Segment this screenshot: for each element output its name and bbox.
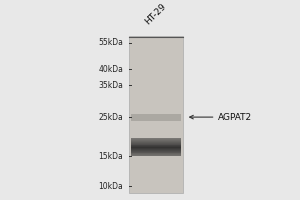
Bar (131, 152, 181, 153)
Bar (131, 149, 181, 150)
Text: 40kDa: 40kDa (98, 65, 123, 74)
Bar (131, 150, 181, 151)
Bar (131, 151, 181, 152)
Text: AGPAT2: AGPAT2 (190, 113, 253, 122)
Bar (131, 155, 181, 156)
Bar (131, 154, 181, 155)
Bar (131, 145, 181, 146)
Text: 25kDa: 25kDa (98, 113, 123, 122)
Text: 35kDa: 35kDa (98, 81, 123, 90)
Bar (131, 114, 181, 121)
Text: 10kDa: 10kDa (98, 182, 123, 191)
Bar (131, 144, 181, 145)
Bar (131, 139, 181, 140)
Text: HT-29: HT-29 (144, 2, 168, 27)
Bar (131, 140, 181, 141)
Bar (131, 148, 181, 149)
Bar (131, 143, 181, 144)
Bar (131, 138, 181, 139)
Bar (129, 36, 183, 193)
Bar (131, 141, 181, 142)
Bar (131, 153, 181, 154)
Bar (131, 146, 181, 147)
Bar (131, 142, 181, 143)
Text: 15kDa: 15kDa (98, 152, 123, 161)
Text: 55kDa: 55kDa (98, 38, 123, 47)
Bar (131, 147, 181, 148)
